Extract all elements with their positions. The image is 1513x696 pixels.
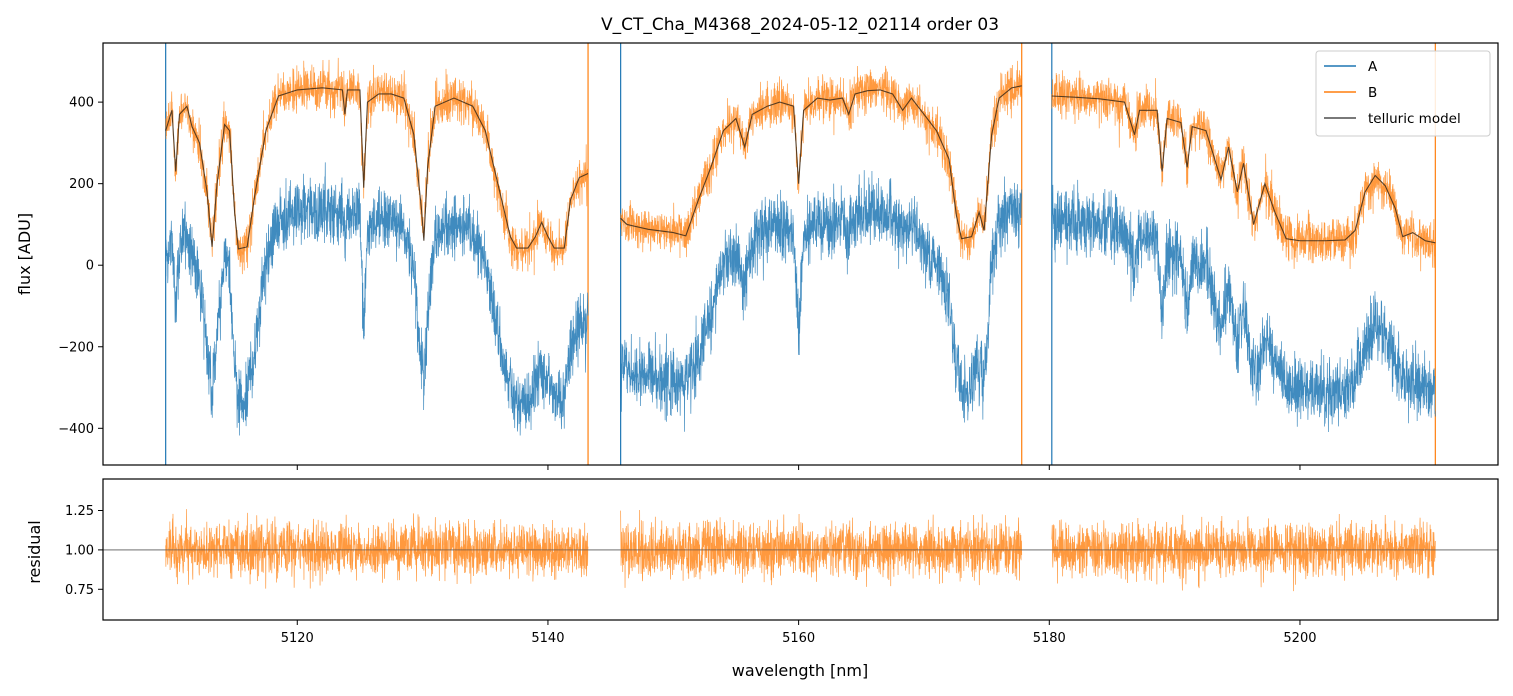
x-tick-label: 5120	[281, 631, 314, 646]
residual-y-label: residual	[25, 520, 44, 583]
legend: A B telluric model	[1315, 50, 1491, 137]
y-tick-label: −400	[58, 422, 94, 437]
legend-entry-b: B	[1324, 85, 1377, 101]
series-a-line	[165, 162, 1436, 436]
legend-label-telluric-model: telluric model	[1368, 111, 1461, 127]
y-tick-label: 0.75	[65, 583, 94, 598]
x-tick-label: 5140	[531, 631, 564, 646]
flux-panel: −400 −200 0 200 400 flux [ADU]	[15, 42, 1499, 470]
residual-line	[165, 509, 1436, 592]
residual-x-ticks: 5120 5140 5160 5180 5200	[281, 620, 1317, 646]
chart-title: V_CT_Cha_M4368_2024-05-12_02114 order 03	[601, 15, 999, 35]
series-b-line	[165, 57, 1436, 276]
y-tick-label: 1.00	[65, 543, 94, 558]
flux-plot-area	[165, 43, 1436, 465]
y-tick-label: 400	[69, 96, 94, 111]
legend-box	[1315, 50, 1491, 137]
flux-y-ticks: −400 −200 0 200 400	[58, 96, 103, 437]
residual-plot-area	[103, 509, 1498, 592]
telluric-model-line	[1051, 95, 1436, 244]
flux-y-label: flux [ADU]	[15, 213, 34, 295]
x-tick-label: 5160	[782, 631, 815, 646]
y-tick-label: 0	[86, 259, 94, 274]
x-axis-label: wavelength [nm]	[732, 661, 869, 680]
legend-entry-a: A	[1324, 59, 1378, 75]
residual-y-ticks: 0.75 1.00 1.25	[65, 504, 103, 598]
flux-x-ticks	[296, 465, 1301, 470]
legend-label-b: B	[1368, 85, 1377, 101]
y-tick-label: 1.25	[65, 504, 94, 519]
y-tick-label: 200	[69, 177, 94, 192]
x-tick-label: 5200	[1283, 631, 1316, 646]
telluric-model-line	[165, 87, 589, 250]
flux-axes-frame	[102, 42, 1499, 466]
x-tick-label: 5180	[1033, 631, 1066, 646]
residual-panel: 0.75 1.00 1.25 5120 5140 5160 5180 5200 residu…	[25, 478, 1499, 680]
telluric-model-line	[620, 85, 1022, 240]
legend-label-a: A	[1368, 59, 1378, 75]
y-tick-label: −200	[58, 340, 94, 355]
legend-entry-telluric-model: telluric model	[1324, 111, 1461, 127]
